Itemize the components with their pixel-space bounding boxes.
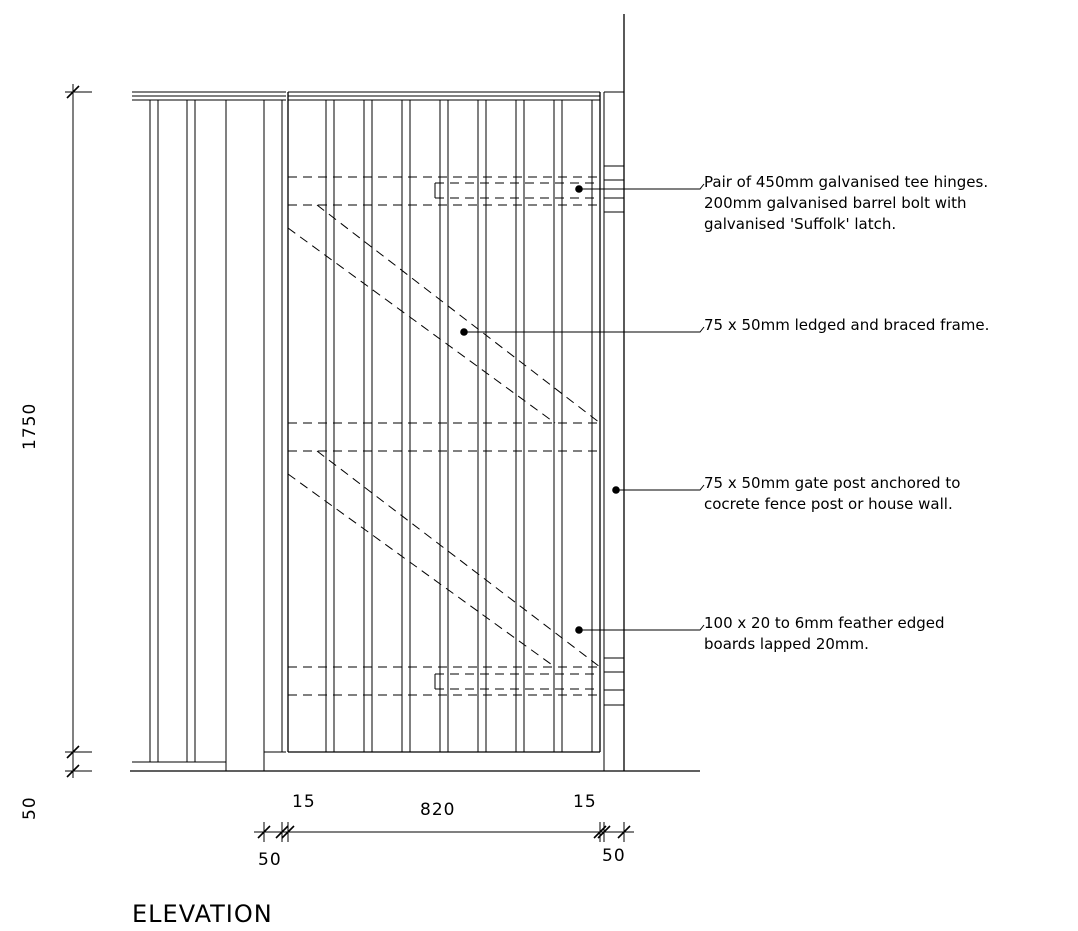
note-gate-post-line-2: cocrete fence post or house wall. (704, 495, 953, 513)
gate-panel (287, 91, 601, 753)
horizontal-dimension (254, 822, 634, 842)
note-hinges: Pair of 450mm galvanised tee hinges. 200… (704, 172, 988, 235)
dimension-base: 50 (20, 796, 40, 820)
dimension-height: 1750 (20, 402, 40, 450)
note-gate-post: 75 x 50mm gate post anchored to cocrete … (704, 473, 960, 515)
note-hinges-line-2: 200mm galvanised barrel bolt with (704, 194, 967, 212)
ledges-and-braces (287, 176, 601, 696)
dimension-gap-left: 15 (292, 792, 316, 812)
dimension-post-left: 50 (258, 850, 282, 870)
note-gate-post-line-1: 75 x 50mm gate post anchored to (704, 474, 961, 492)
dimension-gap-right: 15 (573, 792, 597, 812)
leader-lines (460, 183, 705, 634)
note-boards-line-1: 100 x 20 to 6mm feather edged (704, 614, 945, 632)
dimension-width: 820 (420, 800, 456, 820)
note-hinges-line-1: Pair of 450mm galvanised tee hinges. (704, 173, 989, 191)
drawing-title: ELEVATION (132, 900, 273, 928)
note-boards: 100 x 20 to 6mm feather edged boards lap… (704, 613, 945, 655)
note-boards-line-2: boards lapped 20mm. (704, 635, 869, 653)
left-fence-panel (132, 91, 286, 771)
note-frame: 75 x 50mm ledged and braced frame. (704, 316, 990, 334)
gate-post (603, 91, 624, 771)
note-hinges-line-3: galvanised 'Suffolk' latch. (704, 215, 897, 233)
dimension-post-right: 50 (602, 846, 626, 866)
vertical-dimension (65, 84, 92, 778)
